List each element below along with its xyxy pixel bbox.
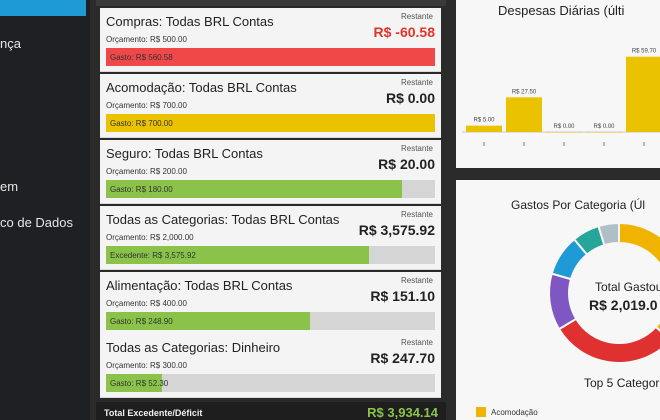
budget-progress-label: Gasto: R$ 248.90 bbox=[110, 317, 173, 326]
daily-bar-value-label: R$ 0.00 bbox=[553, 124, 575, 130]
category-panel[interactable]: Gastos Por Categoria (Úl Total Gastou R$… bbox=[456, 180, 660, 420]
x-tick-mark bbox=[603, 142, 605, 146]
total-surplus-label: Total Excedente/Déficit bbox=[104, 408, 203, 418]
total-surplus-row: Total Excedente/Déficit R$ 3,934.14 bbox=[96, 402, 446, 420]
donut-slice bbox=[557, 317, 660, 364]
remaining-label: Restante bbox=[400, 144, 433, 153]
x-tick-mark bbox=[643, 142, 645, 146]
budget-progress-label: Gasto: R$ 52.30 bbox=[110, 379, 169, 388]
remaining-value: R$ 151.10 bbox=[370, 288, 435, 304]
donut-total-value: R$ 2,019.0 bbox=[589, 297, 658, 313]
budget-progress-label: Excedente: R$ 3,575.92 bbox=[110, 251, 196, 260]
budget-amount: Orçamento: R$ 700.00 bbox=[106, 101, 187, 110]
daily-bar bbox=[586, 132, 622, 133]
daily-expenses-chart: R$ 5.00R$ 27.50R$ 0.00R$ 0.00R$ 59.70R$ … bbox=[462, 49, 660, 146]
budget-progress-bar: Gasto: R$ 52.30 bbox=[106, 374, 435, 392]
x-tick-mark bbox=[483, 142, 485, 146]
sidebar-item-3[interactable]: co de Dados bbox=[0, 215, 73, 230]
daily-bar bbox=[546, 132, 582, 133]
remaining-value: R$ 0.00 bbox=[385, 90, 435, 106]
budget-progress-label: Gasto: R$ 700.00 bbox=[110, 119, 173, 128]
sidebar-item-1[interactable]: nça bbox=[0, 36, 21, 51]
category-title: Gastos Por Categoria (Úl bbox=[511, 198, 646, 212]
daily-bar bbox=[466, 125, 502, 132]
budget-name: Acomodação: Todas BRL Contas bbox=[106, 80, 297, 95]
budget-card[interactable]: Todas as Categorias: Dinheiro Orçamento:… bbox=[100, 334, 441, 398]
sidebar-active-item[interactable] bbox=[0, 0, 86, 16]
total-surplus-value: R$ 3,934.14 bbox=[367, 405, 438, 420]
budget-card[interactable]: Seguro: Todas BRL Contas Orçamento: R$ 2… bbox=[100, 140, 441, 204]
budget-progress-fill bbox=[106, 180, 403, 198]
budget-card[interactable]: Todas as Categorias: Todas BRL Contas Or… bbox=[100, 206, 441, 270]
budget-progress-bar: Gasto: R$ 180.00 bbox=[106, 180, 435, 198]
daily-expenses-panel[interactable]: Despesas Diárias (últi R$ 5.00 R$ 27.50 R$… bbox=[456, 0, 660, 168]
legend-label: Acomodação bbox=[491, 408, 538, 417]
daily-expenses-title: Despesas Diárias (últi bbox=[498, 3, 625, 18]
top5-label: Top 5 Categor bbox=[584, 376, 660, 390]
budget-card[interactable]: Acomodação: Todas BRL Contas Orçamento: … bbox=[100, 74, 441, 138]
budget-progress-bar: Gasto: R$ 560.58 bbox=[106, 48, 435, 66]
remaining-label: Restante bbox=[400, 210, 433, 219]
budget-progress-fill bbox=[106, 374, 162, 392]
remaining-value: R$ 247.70 bbox=[370, 350, 435, 366]
budget-amount: Orçamento: R$ 400.00 bbox=[106, 299, 187, 308]
daily-bar-value-label: R$ 59.70 bbox=[632, 49, 657, 55]
budget-name: Alimentação: Todas BRL Contas bbox=[106, 278, 293, 293]
daily-bar-value-label: R$ 27.50 bbox=[512, 89, 537, 95]
budget-card[interactable]: Compras: Todas BRL Contas Orçamento: R$ … bbox=[100, 8, 441, 72]
x-tick-mark bbox=[523, 142, 525, 146]
daily-bar-value-label: R$ 5.00 bbox=[473, 118, 495, 124]
budget-amount: Orçamento: R$ 2,000.00 bbox=[106, 233, 194, 242]
category-donut-chart bbox=[548, 221, 660, 364]
remaining-value: R$ -60.58 bbox=[373, 24, 435, 40]
x-tick-mark bbox=[563, 142, 565, 146]
budget-progress-bar: Gasto: R$ 700.00 bbox=[106, 114, 435, 132]
legend-swatch bbox=[476, 407, 486, 417]
budget-header bbox=[96, 0, 446, 6]
budget-amount: Orçamento: R$ 500.00 bbox=[106, 35, 187, 44]
budget-amount: Orçamento: R$ 200.00 bbox=[106, 167, 187, 176]
donut-slice bbox=[618, 221, 660, 333]
budget-progress-bar: Excedente: R$ 3,575.92 bbox=[106, 246, 435, 264]
remaining-label: Restante bbox=[400, 338, 433, 347]
daily-bar bbox=[626, 56, 660, 132]
sidebar-item-2[interactable]: em bbox=[0, 179, 19, 194]
budget-progress-label: Gasto: R$ 560.58 bbox=[110, 53, 173, 62]
donut-slice bbox=[597, 221, 620, 247]
budget-name: Compras: Todas BRL Contas bbox=[106, 14, 274, 29]
budget-name: Seguro: Todas BRL Contas bbox=[106, 146, 263, 161]
remaining-value: R$ 20.00 bbox=[378, 156, 435, 172]
budget-name: Todas as Categorias: Todas BRL Contas bbox=[106, 212, 340, 227]
remaining-label: Restante bbox=[400, 12, 433, 21]
remaining-label: Restante bbox=[400, 78, 433, 87]
budget-progress-label: Gasto: R$ 180.00 bbox=[110, 185, 173, 194]
budget-panel: Compras: Todas BRL Contas Orçamento: R$ … bbox=[96, 0, 446, 420]
daily-bar bbox=[506, 97, 542, 132]
remaining-value: R$ 3,575.92 bbox=[358, 222, 435, 238]
budget-progress-fill bbox=[106, 114, 435, 132]
sidebar: nça em co de Dados bbox=[0, 0, 90, 420]
budget-name: Todas as Categorias: Dinheiro bbox=[106, 340, 281, 355]
budget-progress-fill bbox=[106, 48, 435, 66]
budget-progress-fill bbox=[106, 312, 310, 330]
budget-amount: Orçamento: R$ 300.00 bbox=[106, 361, 187, 370]
remaining-label: Restante bbox=[400, 276, 433, 285]
donut-total-label: Total Gastou bbox=[595, 280, 660, 294]
daily-bar-value-label: R$ 0.00 bbox=[593, 124, 615, 130]
budget-progress-bar: Gasto: R$ 248.90 bbox=[106, 312, 435, 330]
budget-progress-fill bbox=[106, 246, 370, 264]
donut-slice bbox=[548, 272, 578, 331]
budget-card[interactable]: Alimentação: Todas BRL Contas Orçamento:… bbox=[100, 272, 441, 336]
